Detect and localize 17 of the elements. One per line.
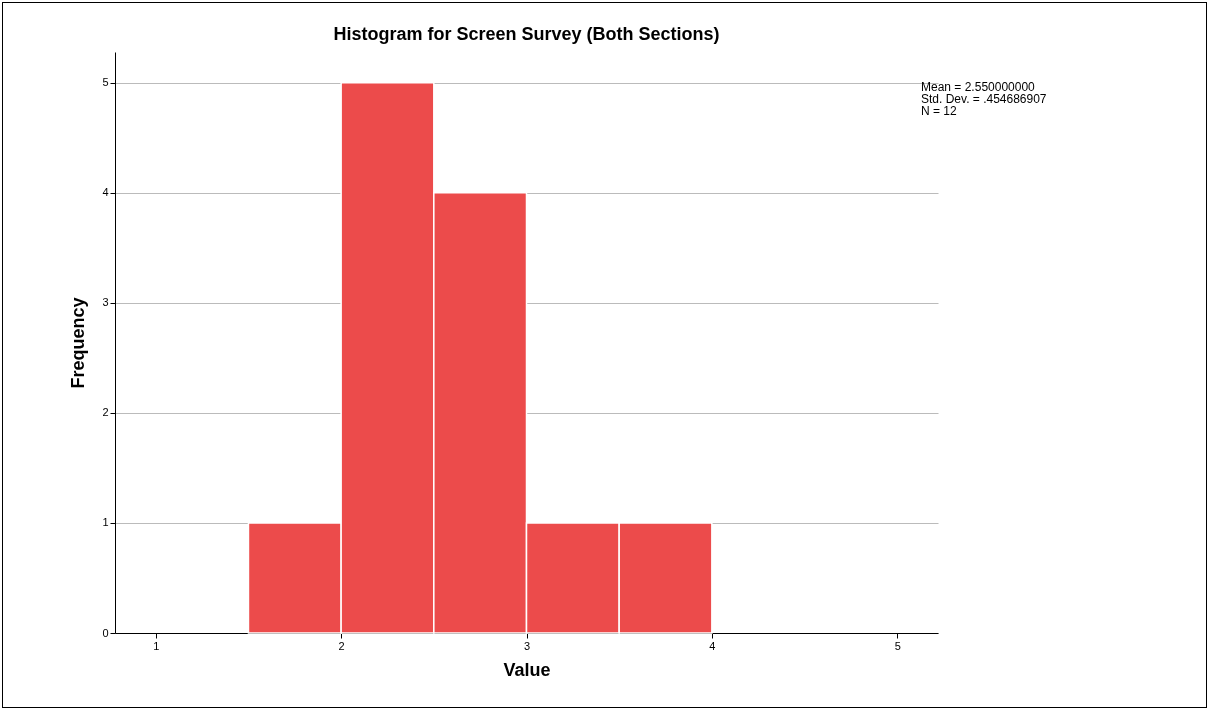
y-tick-label: 2 (102, 406, 109, 419)
x-tick-label: 1 (153, 639, 160, 652)
annotation: N = 12 (921, 104, 958, 118)
y-tick-label: 1 (102, 516, 109, 529)
chart-title: Histogram for Screen Survey (Both Sections) (333, 24, 720, 44)
y-tick-label: 5 (102, 76, 109, 89)
annotation: Mean = 2.550000000 (921, 80, 1036, 94)
x-axis-title: Value (503, 659, 551, 680)
annotation: Std. Dev. = .454686907 (921, 92, 1047, 106)
x-tick-label: 5 (894, 639, 901, 652)
y-tick-label: 0 (102, 626, 109, 639)
x-tick-label: 3 (523, 639, 531, 652)
y-tick-label: 3 (102, 296, 109, 309)
x-tick-label: 2 (338, 639, 345, 652)
x-tick-label: 4 (709, 639, 716, 652)
y-tick-label: 4 (102, 186, 109, 199)
y-axis-title: Frequency (68, 297, 89, 389)
